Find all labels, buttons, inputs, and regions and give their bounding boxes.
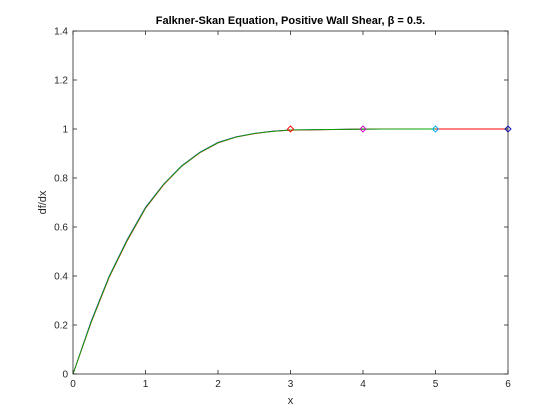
x-tick-label: 3 — [288, 379, 294, 390]
chart-title: Falkner-Skan Equation, Positive Wall She… — [156, 15, 425, 27]
x-tick-label: 2 — [215, 379, 221, 390]
x-tick-label: 0 — [70, 379, 76, 390]
x-tick-label: 6 — [505, 379, 511, 390]
y-tick-label: 1 — [62, 125, 68, 136]
x-tick-label: 1 — [143, 379, 149, 390]
y-tick-label: 1.2 — [54, 76, 68, 87]
y-tick-label: 0.4 — [54, 272, 68, 283]
data-point-marker-1 — [286, 125, 295, 133]
y-tick-label: 1.4 — [54, 27, 68, 38]
series-line-3 — [72, 128, 436, 375]
x-axis-label: x — [288, 395, 294, 407]
y-tick-label: 0.8 — [54, 174, 68, 185]
data-point-marker-3 — [431, 125, 440, 133]
y-tick-label: 0.2 — [54, 321, 68, 332]
plot-area — [73, 31, 508, 374]
y-axis-ticks: 0 0.2 0.4 0.6 0.8 1 1.2 1.4 — [54, 27, 508, 381]
data-point-marker-2 — [359, 125, 367, 133]
series-layer — [72, 128, 508, 375]
y-tick-label: 0.6 — [54, 223, 68, 234]
y-axis-label: df/dx — [37, 190, 49, 214]
x-tick-label: 5 — [433, 379, 439, 390]
y-tick-label: 0 — [62, 370, 68, 381]
x-tick-label: 4 — [360, 379, 366, 390]
plot-frame — [72, 30, 509, 375]
